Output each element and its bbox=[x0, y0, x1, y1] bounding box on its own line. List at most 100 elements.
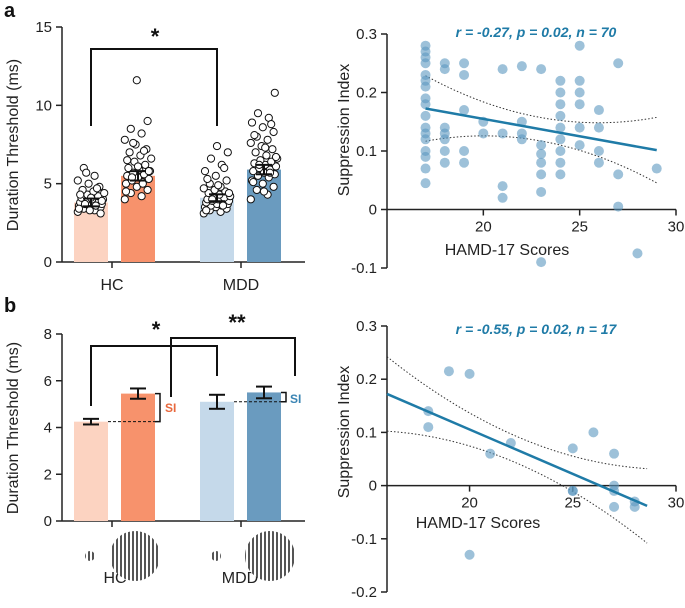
panel-a-data-point bbox=[139, 146, 149, 155]
panel-a-data-point bbox=[271, 152, 281, 162]
panel-b-scatter-data-point bbox=[464, 549, 475, 560]
panel-a-data-point bbox=[211, 171, 220, 180]
panel-a-scatter-data-point bbox=[555, 122, 566, 133]
panel-a-data-point bbox=[147, 154, 156, 163]
panel-b-scatter-data-point bbox=[609, 501, 620, 512]
panel-a-scatter-data-point bbox=[420, 151, 431, 162]
panel-a-data-point bbox=[85, 206, 94, 215]
panel-a-stat-annotation: r = -0.27, p = 0.02, n = 70 bbox=[456, 24, 617, 40]
panel-a-data-point bbox=[258, 179, 267, 188]
panel-a-scatter-x-tick-label: 30 bbox=[668, 219, 685, 236]
panel-a-data-point bbox=[124, 163, 133, 173]
panel-b-y-tick-label: 0 bbox=[44, 513, 52, 530]
panel-a-scatter-data-point bbox=[613, 58, 624, 69]
si-brace-hc bbox=[155, 392, 161, 423]
panel-a-scatter-y-tick-label: 0 bbox=[369, 202, 377, 219]
panel-a-scatter-y-tick-label: 0.3 bbox=[356, 26, 377, 43]
panel-a-data-point bbox=[253, 109, 263, 118]
panel-a-data-point bbox=[214, 181, 223, 190]
panel-a-data-point bbox=[250, 131, 259, 140]
panel-a-data-point bbox=[143, 185, 152, 195]
panel-a-data-point bbox=[126, 124, 135, 133]
panel-a-data-point bbox=[246, 195, 255, 204]
panel-a-data-point bbox=[252, 185, 261, 195]
panel-a-data-point bbox=[123, 156, 132, 165]
panel-a-scatter-data-point bbox=[420, 81, 431, 92]
panel-a-scatter-data-point bbox=[593, 157, 604, 168]
panel-a-scatter-data-point bbox=[459, 105, 470, 116]
panel-a-data-point bbox=[120, 135, 129, 144]
panel-a-data-point bbox=[200, 167, 210, 176]
panel-a-significance-star: * bbox=[151, 24, 160, 49]
panel-a-scatter-y-label: Suppression Index bbox=[336, 64, 353, 197]
panel-a-data-point bbox=[249, 178, 258, 187]
panel-a-scatter-data-point bbox=[613, 201, 624, 212]
panel-a-scatter-data-point bbox=[613, 169, 624, 180]
panel-a-data-point bbox=[143, 116, 152, 126]
panel-b-category-mdd: MDD bbox=[222, 570, 258, 587]
panel-a-y-tick-label: 15 bbox=[35, 19, 52, 36]
panel-a-data-point bbox=[267, 120, 276, 129]
panel-a-scatter-data-point bbox=[574, 87, 585, 98]
panel-b-scatter-data-point bbox=[588, 427, 599, 438]
panel-b-y-tick-label: 2 bbox=[44, 466, 52, 483]
panel-b-bar-chart: Duration Threshold (ms) * ** HC MDD SI S… bbox=[5, 310, 305, 587]
panel-a-scatter-data-point bbox=[497, 128, 508, 139]
panel-a-scatter-data-point bbox=[459, 58, 470, 69]
panel-a-scatter-data-point bbox=[536, 140, 547, 151]
panel-a-data-point bbox=[206, 154, 216, 163]
panel-b-scatter-y-tick-label: 0 bbox=[369, 478, 377, 495]
panel-a-scatter-data-point bbox=[536, 157, 547, 168]
panel-b-y-tick-label: 6 bbox=[44, 373, 52, 390]
panel-a-scatter-data-point bbox=[439, 146, 450, 156]
panel-b-scatter-data-point bbox=[567, 443, 578, 454]
panel-a-scatter-data-point bbox=[555, 99, 566, 110]
panel-a-scatter-data-point bbox=[516, 61, 527, 72]
panel-b-scatter-plot: Suppression Index HAMD-17 Scores r = -0.… bbox=[336, 318, 684, 601]
panel-b-scatter-x-tick-label: 25 bbox=[564, 495, 581, 512]
panel-a-y-axis-label: Duration Threshold (ms) bbox=[5, 59, 22, 231]
panel-letter-b: b bbox=[4, 295, 16, 317]
panel-a-scatter-data-point bbox=[439, 64, 450, 75]
large-grating-icon-hc bbox=[110, 531, 160, 581]
panel-a-scatter-data-point bbox=[439, 157, 450, 168]
panel-a-data-point bbox=[269, 127, 278, 137]
panel-a-scatter-data-point bbox=[497, 64, 508, 75]
panel-a-scatter-data-point bbox=[439, 134, 450, 145]
panel-a-data-point bbox=[199, 184, 208, 193]
panel-a-scatter-data-point bbox=[555, 146, 566, 156]
panel-a-data-point bbox=[263, 135, 272, 144]
panel-a-data-point bbox=[270, 88, 279, 97]
panel-a-scatter-x-tick-label: 20 bbox=[475, 219, 492, 236]
panel-a-scatter-data-point bbox=[420, 163, 431, 174]
panel-b-scatter-data-point bbox=[609, 448, 620, 459]
si-label-mdd: SI bbox=[290, 392, 301, 406]
panel-b-scatter-y-tick-label: 0.1 bbox=[356, 424, 377, 441]
panel-b-scatter-x-label: HAMD-17 Scores bbox=[416, 515, 540, 532]
panel-a-data-point bbox=[125, 148, 134, 157]
panel-a-scatter-data-point bbox=[420, 58, 431, 69]
panel-a-data-point bbox=[121, 187, 131, 196]
panel-a-data-point bbox=[144, 174, 153, 184]
panel-a-data-point bbox=[218, 201, 228, 210]
panel-a-scatter-data-point bbox=[420, 99, 431, 110]
panel-a-data-point bbox=[76, 190, 85, 199]
panel-b-scatter-ci-upper bbox=[386, 356, 648, 470]
panel-a-scatter-data-point bbox=[555, 87, 566, 98]
panel-b-scatter-x-tick-label: 20 bbox=[461, 495, 478, 512]
panel-b-significance-star-1: * bbox=[152, 317, 161, 342]
panel-a-data-point bbox=[120, 195, 129, 204]
panel-a-scatter-data-point bbox=[574, 40, 585, 51]
panel-a-data-point bbox=[144, 167, 153, 176]
panel-a-scatter-data-point bbox=[536, 148, 547, 159]
panel-b-bar-mdd_small bbox=[200, 401, 234, 521]
panel-a-y-tick-label: 5 bbox=[44, 176, 52, 193]
panel-a-scatter-data-point bbox=[555, 75, 566, 86]
panel-b-scatter-y-tick-label: -0.2 bbox=[351, 584, 377, 601]
panel-a-scatter-data-point bbox=[555, 157, 566, 168]
panel-b-y-tick-label: 4 bbox=[44, 420, 52, 437]
si-brace-mdd bbox=[281, 391, 287, 403]
panel-a-data-point bbox=[100, 188, 109, 198]
panel-b-significance-bracket-2 bbox=[170, 337, 296, 397]
panel-a-data-point bbox=[262, 151, 271, 160]
